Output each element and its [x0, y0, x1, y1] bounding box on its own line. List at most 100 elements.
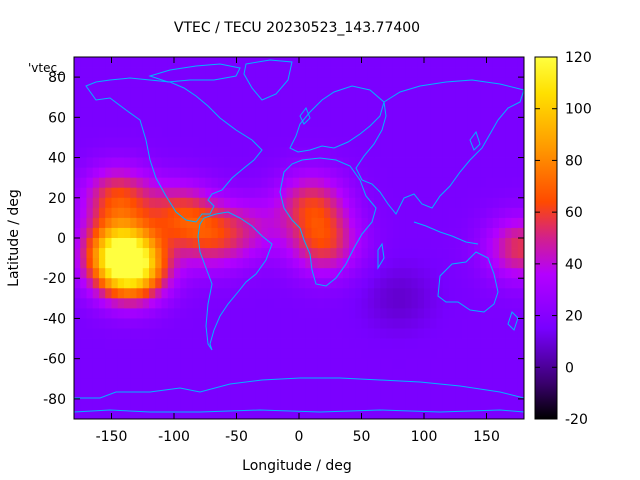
heatmap-cell [292, 398, 300, 410]
heatmap-cell [324, 268, 331, 279]
heatmap-cell [361, 238, 369, 249]
heatmap-cell [480, 358, 487, 370]
heatmap-cell [286, 187, 294, 199]
heatmap-cell [224, 368, 231, 380]
heatmap-cell [505, 268, 512, 279]
heatmap-cell [255, 288, 262, 299]
heatmap-cell [274, 268, 281, 279]
heatmap-cell [92, 177, 100, 189]
heatmap-cell [80, 368, 87, 380]
heatmap-cell [286, 308, 294, 319]
heatmap-cell [230, 147, 237, 158]
heatmap-cell [230, 107, 237, 118]
heatmap-cell [349, 298, 356, 309]
heatmap-cell [224, 348, 231, 360]
heatmap-cell [217, 268, 225, 279]
heatmap-cell [505, 207, 512, 219]
heatmap-cell [280, 107, 287, 118]
heatmap-cell [92, 398, 100, 410]
heatmap-cell [299, 207, 306, 219]
heatmap-cell [192, 147, 200, 158]
heatmap-cell [274, 107, 281, 118]
heatmap-cell [317, 248, 325, 259]
heatmap-cell [386, 87, 394, 98]
heatmap-cell [449, 268, 456, 279]
heatmap-cell [267, 127, 275, 138]
heatmap-cell [80, 97, 87, 108]
heatmap-cell [174, 177, 181, 189]
heatmap-cell [430, 207, 437, 219]
heatmap-cell [242, 308, 250, 319]
heatmap-cell [336, 67, 344, 78]
heatmap-cell [280, 57, 287, 68]
colorbar-tick-label: 100 [565, 102, 592, 118]
heatmap-cell [342, 157, 350, 169]
heatmap-cell [405, 57, 412, 68]
heatmap-cell [117, 348, 125, 360]
heatmap-cell [217, 248, 225, 259]
heatmap-cell [192, 348, 200, 360]
heatmap-cell [161, 298, 169, 309]
heatmap-cell [449, 288, 456, 299]
heatmap-cell [124, 298, 131, 309]
heatmap-cell [142, 408, 150, 419]
heatmap-cell [155, 57, 162, 68]
heatmap-cell [461, 107, 469, 118]
heatmap-cell [99, 388, 106, 400]
heatmap-cell [399, 67, 406, 78]
heatmap-cell [411, 77, 419, 88]
heatmap-cell [174, 348, 181, 360]
heatmap-cell [492, 137, 500, 148]
heatmap-cell [361, 87, 369, 98]
heatmap-cell [374, 358, 381, 370]
heatmap-cell [342, 187, 350, 199]
heatmap-cell [230, 97, 237, 108]
heatmap-cell [405, 268, 412, 279]
heatmap-cell [80, 278, 87, 289]
heatmap-cell [167, 288, 175, 299]
heatmap-cell [486, 97, 494, 108]
heatmap-cell [205, 258, 212, 269]
heatmap-cell [299, 217, 306, 229]
heatmap-cell [505, 157, 512, 169]
heatmap-cell [180, 137, 187, 148]
heatmap-cell [111, 318, 119, 329]
heatmap-cell [511, 278, 519, 289]
heatmap-cell [255, 167, 262, 179]
heatmap-cell [317, 368, 325, 380]
heatmap-cell [80, 358, 87, 370]
heatmap-cell [305, 87, 312, 98]
heatmap-cell [155, 378, 162, 390]
heatmap-cell [199, 338, 206, 350]
heatmap-cell [305, 127, 312, 138]
heatmap-cell [267, 137, 275, 148]
heatmap-cell [399, 328, 406, 339]
heatmap-cell [505, 398, 512, 410]
heatmap-cell [161, 147, 169, 158]
heatmap-cell [317, 97, 325, 108]
heatmap-cell [355, 348, 362, 360]
heatmap-cell [505, 147, 512, 158]
heatmap-cell [136, 318, 144, 329]
heatmap-cell [405, 67, 412, 78]
heatmap-cell [449, 137, 456, 148]
heatmap-cell [186, 408, 194, 419]
heatmap-cell [349, 338, 356, 350]
heatmap-cell [174, 127, 181, 138]
heatmap-cell [324, 57, 331, 68]
heatmap-cell [367, 248, 375, 259]
heatmap-cell [261, 248, 269, 259]
heatmap-cell [105, 217, 112, 229]
heatmap-cell [442, 388, 450, 400]
heatmap-cell [342, 127, 350, 138]
heatmap-cell [192, 77, 200, 88]
heatmap-cell [305, 77, 312, 88]
heatmap-cell [299, 288, 306, 299]
heatmap-cell [349, 318, 356, 329]
heatmap-cell [474, 338, 481, 350]
heatmap-cell [167, 57, 175, 68]
heatmap-cell [474, 137, 481, 148]
heatmap-cell [424, 57, 431, 68]
heatmap-cell [117, 97, 125, 108]
